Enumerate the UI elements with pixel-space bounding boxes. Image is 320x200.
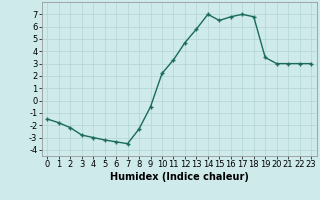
X-axis label: Humidex (Indice chaleur): Humidex (Indice chaleur) [110,172,249,182]
